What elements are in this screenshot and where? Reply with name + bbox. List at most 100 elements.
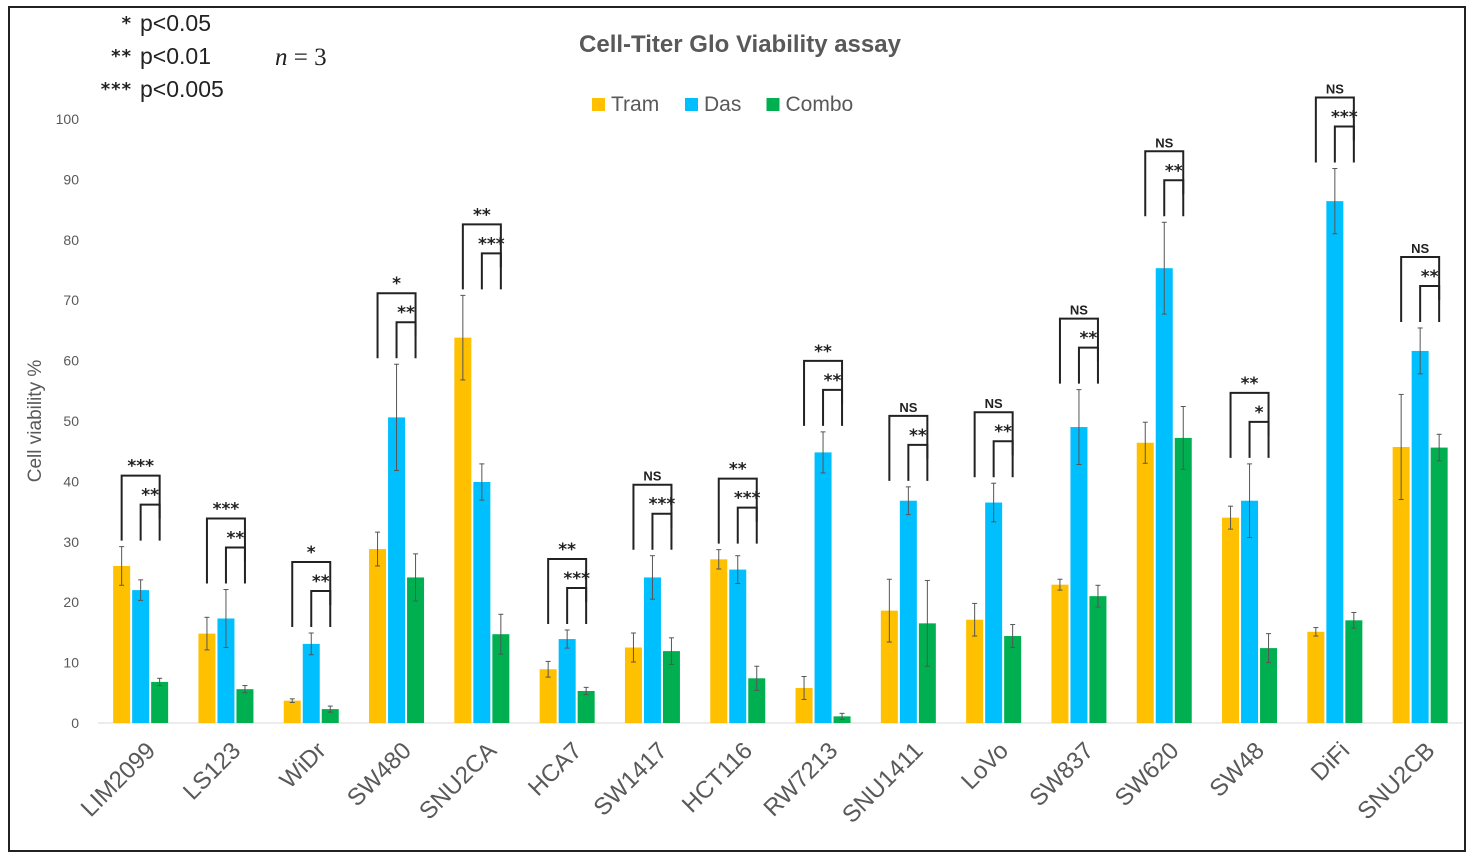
significance-label: *** <box>1331 108 1358 128</box>
bar <box>1136 442 1154 723</box>
bracket-inner <box>224 546 246 584</box>
x-tick-label: SNU2CA <box>414 737 502 825</box>
y-tick-label: 60 <box>63 353 79 369</box>
significance-label: ** <box>994 422 1012 442</box>
y-tick-label: 0 <box>71 715 79 731</box>
sig-label: p<0.01 <box>140 43 211 69</box>
bar <box>151 681 169 723</box>
bracket-inner <box>566 586 588 624</box>
bar <box>388 417 406 723</box>
bar <box>132 590 150 723</box>
significance-label: * <box>1255 403 1264 423</box>
significance-label: * <box>307 543 316 563</box>
significance-label: NS <box>1326 82 1344 97</box>
bar-marks <box>113 168 1448 724</box>
n-value: = 3 <box>287 44 327 71</box>
significance-label: ** <box>1241 374 1259 394</box>
x-tick-label: SW837 <box>1024 737 1099 812</box>
bracket-outer <box>803 359 844 426</box>
bar <box>880 610 898 723</box>
bracket-outer <box>547 557 588 624</box>
bar <box>966 619 984 723</box>
y-tick-label: 20 <box>63 594 79 610</box>
legend-swatch <box>592 98 605 111</box>
significance-label: ** <box>729 460 747 480</box>
significance-label: NS <box>1070 303 1088 318</box>
legend-swatch <box>766 98 780 111</box>
chart-legend: Tram Das Combo <box>592 93 853 116</box>
significance-label: *** <box>563 569 590 589</box>
sig-legend-row: * p<0.05 <box>92 10 211 37</box>
bar <box>558 639 576 723</box>
bracket-outer <box>1229 391 1270 458</box>
bracket-outer <box>1314 96 1355 163</box>
sig-stars: *** <box>100 79 132 100</box>
x-tick-label: SNU2CB <box>1352 737 1440 825</box>
significance-label: ** <box>473 205 491 225</box>
bar <box>899 500 917 723</box>
bar <box>985 502 1003 723</box>
significance-label: *** <box>649 495 676 515</box>
bar <box>624 647 642 723</box>
significance-label: ** <box>558 540 576 560</box>
x-tick-label: RW7213 <box>758 737 843 822</box>
significance-label: ** <box>1421 267 1439 287</box>
bracket-outer <box>1058 317 1099 384</box>
bar <box>1070 427 1088 723</box>
bar <box>539 669 557 723</box>
bracket-outer <box>205 517 246 584</box>
significance-label: NS <box>899 400 917 415</box>
bracket-outer <box>888 414 929 481</box>
bracket-inner <box>395 321 417 359</box>
sig-label: p<0.05 <box>140 10 211 36</box>
bracket-inner <box>310 590 332 628</box>
legend-swatch <box>685 98 698 111</box>
bar <box>643 577 661 723</box>
significance-label: ** <box>227 529 245 549</box>
y-tick-label: 10 <box>63 655 79 671</box>
bracket-outer <box>973 411 1014 478</box>
bar <box>217 618 235 723</box>
bar <box>236 689 254 723</box>
significance-label: ** <box>824 371 842 391</box>
bar <box>1307 631 1325 723</box>
sig-label: p<0.005 <box>140 76 224 102</box>
bar <box>918 623 936 723</box>
bracket-outer <box>120 474 161 541</box>
y-tick-label: 40 <box>63 473 79 489</box>
x-tick-label: SW48 <box>1204 737 1269 802</box>
bar <box>369 549 387 723</box>
sig-stars: * <box>121 13 132 34</box>
bar <box>1260 648 1278 723</box>
significance-brackets: **************************NS************… <box>120 82 1441 628</box>
x-tick-label: HCA7 <box>523 737 587 801</box>
x-tick-label: SNU1411 <box>837 737 928 828</box>
significance-label: NS <box>643 469 661 484</box>
legend-label: Tram <box>611 93 659 116</box>
x-tick-label: SW480 <box>342 737 417 812</box>
significance-label: ** <box>1165 161 1183 181</box>
bar <box>577 690 595 723</box>
y-tick-label: 90 <box>63 171 79 187</box>
significance-label: ** <box>397 303 415 323</box>
bar <box>113 565 131 723</box>
legend-label: Combo <box>786 93 854 116</box>
y-tick-label: 70 <box>63 292 79 308</box>
bracket-inner <box>1163 179 1185 217</box>
bar <box>1155 268 1173 723</box>
bar <box>198 633 216 723</box>
bracket-inner <box>480 252 502 290</box>
bracket-outer <box>1400 255 1441 322</box>
bracket-outer <box>632 483 673 550</box>
significance-label: NS <box>1155 135 1173 150</box>
bar <box>283 700 301 723</box>
sample-size-note: n = 3 <box>275 44 327 72</box>
bracket-outer <box>717 477 758 544</box>
bar <box>1089 596 1107 723</box>
y-tick-label: 50 <box>63 413 79 429</box>
bar <box>302 643 320 723</box>
bracket-outer <box>1144 150 1185 217</box>
sig-legend-row: *** p<0.005 <box>92 76 224 103</box>
